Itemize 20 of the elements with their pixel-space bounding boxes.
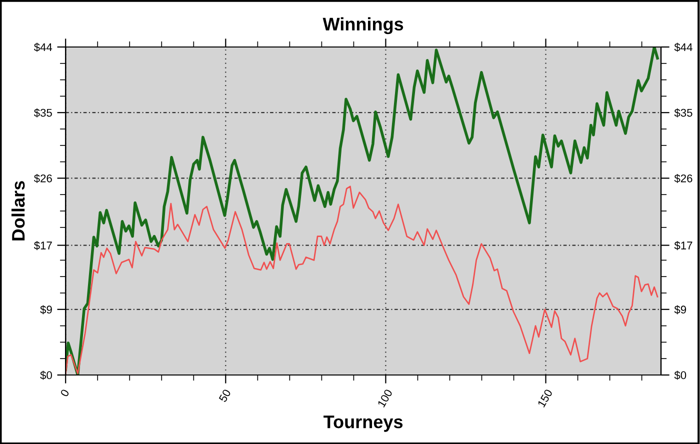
- y-tick-label: $35: [34, 108, 52, 118]
- x-tick-label: 0: [60, 388, 70, 398]
- y-tick-label: $26: [34, 174, 52, 183]
- y2-tick-label: $17: [674, 241, 692, 250]
- y-tick-label: $0: [40, 370, 52, 380]
- y-tick-label: $9: [40, 305, 52, 314]
- y2-tick-label: $26: [674, 174, 692, 183]
- y2-tick-label: $44: [674, 42, 692, 52]
- y-tick-label: $17: [34, 241, 52, 250]
- y2-tick-label: $9: [674, 305, 686, 314]
- chart-title: Winnings: [322, 17, 404, 34]
- x-tick-label: 100: [377, 388, 393, 408]
- x-tick-label: 50: [218, 388, 232, 403]
- x-axis-title: Tourneys: [324, 416, 403, 432]
- y2-tick-label: $35: [674, 108, 692, 118]
- line-series: [66, 186, 658, 374]
- y-tick-label: $44: [34, 42, 52, 52]
- x-tick-label: 150: [537, 388, 553, 408]
- y-axis-title: Dollars: [11, 181, 25, 240]
- y2-tick-label: $0: [674, 370, 686, 380]
